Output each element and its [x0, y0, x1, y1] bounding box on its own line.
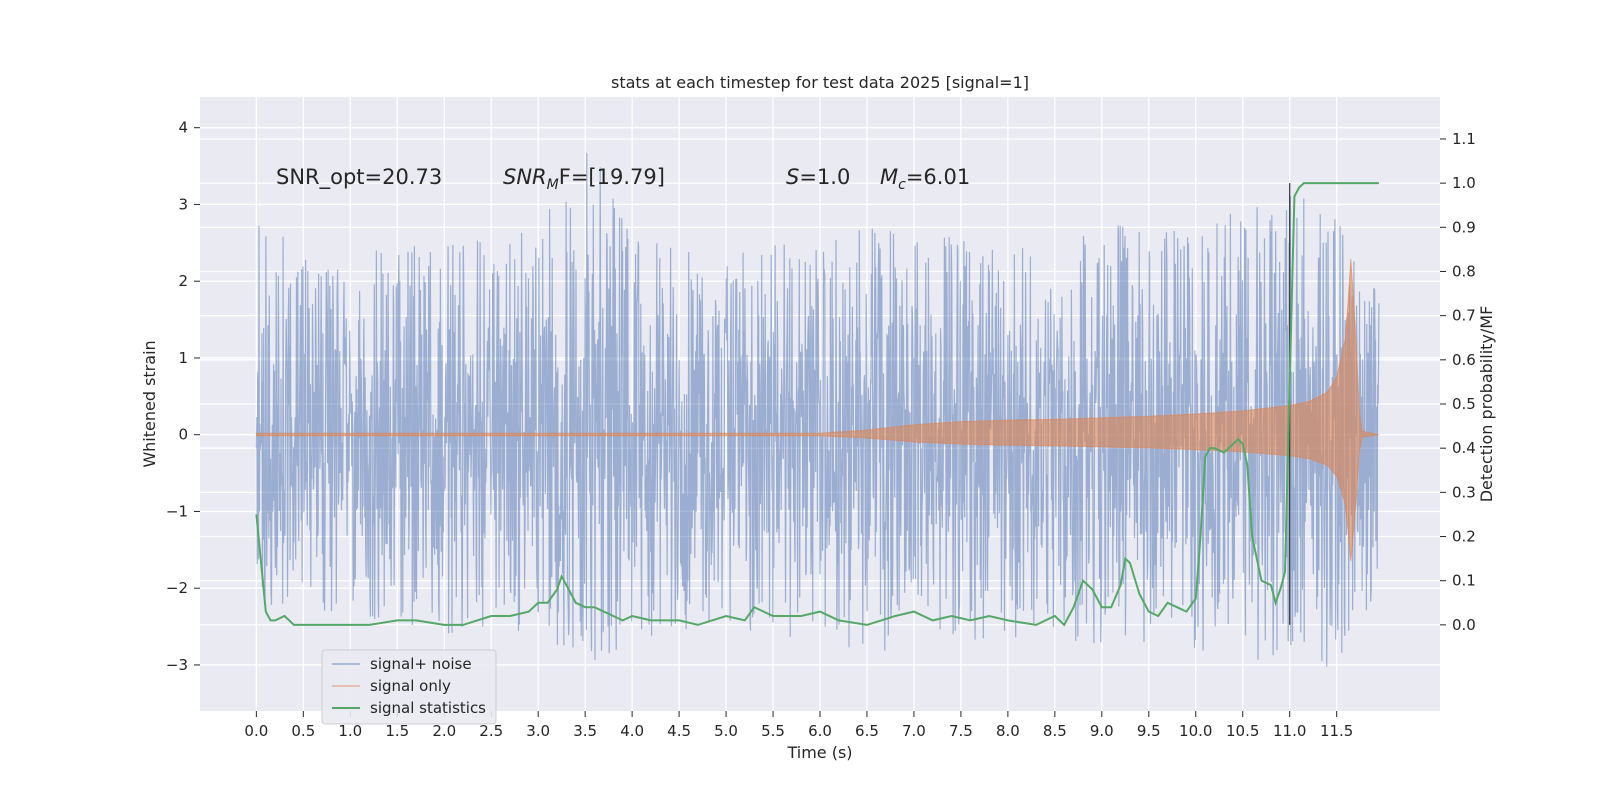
signal-noise-line — [255, 153, 1380, 667]
y-axis-left-label: Whitened strain — [140, 340, 159, 467]
legend-label-signal-only: signal only — [370, 677, 451, 695]
legend-label-signal-statistics: signal statistics — [370, 699, 486, 717]
y-left-tick-label-1: 3 — [178, 195, 188, 213]
x-tick-label-13: 6.5 — [855, 722, 879, 740]
y-axis-right-label: Detection probability/MF — [1477, 306, 1496, 503]
signal-only-series — [255, 258, 1380, 562]
y-right-tick-label-0: 1.1 — [1452, 130, 1476, 148]
x-tick-label-14: 7.0 — [902, 722, 926, 740]
y-right-tick-label-5: 0.6 — [1452, 351, 1476, 369]
s-name: S — [786, 165, 799, 189]
y-right-tick-label-7: 0.4 — [1452, 439, 1476, 457]
ticks: 0.0 0.5 1.0 1.5 2.0 2.5 3.0 3.5 4.0 4.5 5.0 5.5 6.0 6… — [166, 119, 1476, 740]
annotation-snr-opt: SNR_opt=20.73 — [276, 165, 442, 190]
y-right-tick-label-8: 0.3 — [1452, 483, 1476, 501]
y-right-tick-label-6: 0.5 — [1452, 395, 1476, 413]
x-tick-label-15: 7.5 — [949, 722, 973, 740]
y-right-tick-label-9: 0.2 — [1452, 528, 1476, 546]
x-tick-label-22: 11.0 — [1273, 722, 1306, 740]
y-left-tick-label-4: 0 — [178, 426, 188, 444]
snr-mf-value: F=[19.79] — [559, 165, 665, 189]
x-tick-label-9: 4.5 — [667, 722, 691, 740]
x-tick-label-18: 9.0 — [1090, 722, 1114, 740]
x-tick-label-23: 11.5 — [1320, 722, 1353, 740]
x-tick-label-21: 10.5 — [1226, 722, 1259, 740]
x-tick-label-0: 0.0 — [244, 722, 268, 740]
y-left-tick-label-7: −3 — [166, 656, 188, 674]
annotation-snr-mf: SNRMF=[19.79] — [503, 165, 665, 193]
x-axis-label: Time (s) — [786, 743, 852, 762]
x-tick-label-11: 5.5 — [761, 722, 785, 740]
x-tick-label-1: 0.5 — [291, 722, 315, 740]
signal-statistics-series — [255, 182, 1379, 627]
signal-only-area — [255, 258, 1380, 562]
annotation-s: S=1.0 — [786, 165, 850, 189]
x-tick-label-4: 2.0 — [432, 722, 456, 740]
x-tick-label-19: 9.5 — [1137, 722, 1161, 740]
x-tick-label-12: 6.0 — [808, 722, 832, 740]
y-left-tick-label-2: 2 — [178, 272, 188, 290]
s-value: =1.0 — [799, 165, 850, 189]
y-left-tick-label-3: 1 — [178, 349, 188, 367]
snr-mf-subscript: M — [547, 177, 559, 193]
x-tick-label-8: 4.0 — [620, 722, 644, 740]
x-tick-label-2: 1.0 — [338, 722, 362, 740]
signal-statistics-line — [255, 182, 1379, 627]
x-tick-label-16: 8.0 — [996, 722, 1020, 740]
y-left-tick-label-5: −1 — [166, 502, 188, 520]
signal-noise-series — [255, 153, 1380, 667]
snr-mf-name: SNR — [503, 165, 547, 189]
y-right-tick-label-3: 0.8 — [1452, 262, 1476, 280]
x-tick-label-7: 3.5 — [573, 722, 597, 740]
mc-value: =6.01 — [906, 165, 970, 189]
x-tick-label-3: 1.5 — [385, 722, 409, 740]
y-right-tick-label-1: 1.0 — [1452, 174, 1476, 192]
y-left-tick-label-6: −2 — [166, 579, 188, 597]
x-tick-label-20: 10.0 — [1179, 722, 1212, 740]
annotation-mc: Mc=6.01 — [880, 165, 970, 193]
legend-label-signal-noise: signal+ noise — [370, 655, 472, 673]
chart-title: stats at each timestep for test data 202… — [611, 73, 1029, 92]
x-tick-label-10: 5.0 — [714, 722, 738, 740]
y-left-tick-label-0: 4 — [178, 119, 188, 137]
mc-subscript: c — [898, 177, 906, 193]
y-right-tick-label-4: 0.7 — [1452, 307, 1476, 325]
y-right-tick-label-10: 0.1 — [1452, 572, 1476, 590]
x-tick-label-17: 8.5 — [1043, 722, 1067, 740]
x-tick-label-6: 3.0 — [526, 722, 550, 740]
legend-box — [321, 649, 497, 725]
mc-name: M — [880, 165, 898, 189]
y-right-tick-label-11: 0.0 — [1452, 616, 1476, 634]
x-tick-label-5: 2.5 — [479, 722, 503, 740]
y-right-tick-label-2: 0.9 — [1452, 218, 1476, 236]
legend: signal+ noise signal only signal statist… — [321, 649, 497, 725]
